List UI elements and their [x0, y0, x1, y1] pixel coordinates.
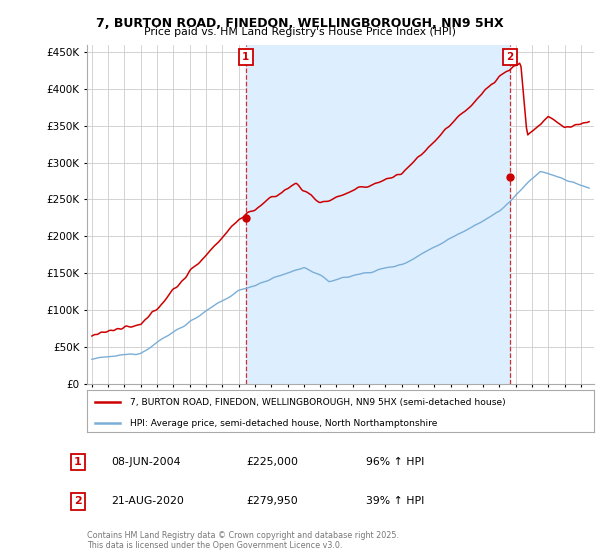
Text: £225,000: £225,000 — [246, 457, 298, 467]
Text: 08-JUN-2004: 08-JUN-2004 — [111, 457, 181, 467]
Text: £279,950: £279,950 — [246, 496, 298, 506]
Text: 96% ↑ HPI: 96% ↑ HPI — [366, 457, 424, 467]
Text: 7, BURTON ROAD, FINEDON, WELLINGBOROUGH, NN9 5HX: 7, BURTON ROAD, FINEDON, WELLINGBOROUGH,… — [96, 17, 504, 30]
Text: 7, BURTON ROAD, FINEDON, WELLINGBOROUGH, NN9 5HX (semi-detached house): 7, BURTON ROAD, FINEDON, WELLINGBOROUGH,… — [130, 398, 506, 407]
Text: 1: 1 — [242, 52, 250, 62]
Text: Contains HM Land Registry data © Crown copyright and database right 2025.
This d: Contains HM Land Registry data © Crown c… — [87, 530, 399, 550]
Text: 1: 1 — [74, 457, 82, 467]
Text: 2: 2 — [506, 52, 514, 62]
Text: 39% ↑ HPI: 39% ↑ HPI — [366, 496, 424, 506]
Text: 2: 2 — [74, 496, 82, 506]
Text: 21-AUG-2020: 21-AUG-2020 — [111, 496, 184, 506]
Bar — [246, 45, 510, 384]
Text: HPI: Average price, semi-detached house, North Northamptonshire: HPI: Average price, semi-detached house,… — [130, 418, 437, 428]
Text: Price paid vs. HM Land Registry's House Price Index (HPI): Price paid vs. HM Land Registry's House … — [144, 27, 456, 37]
